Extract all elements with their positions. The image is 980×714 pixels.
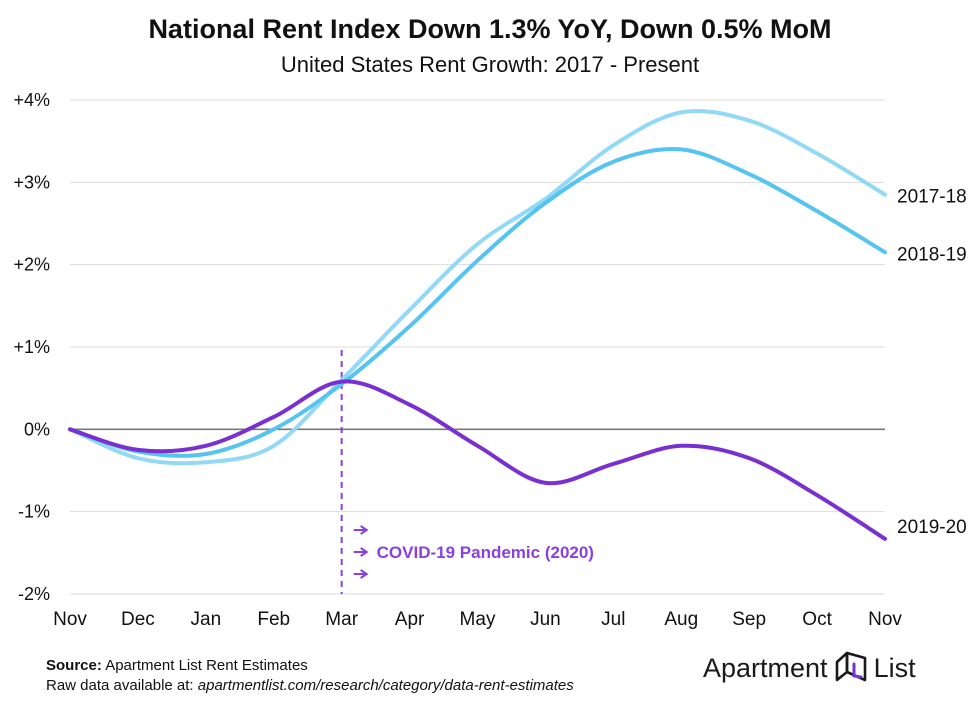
covid-annotation-label: COVID-19 Pandemic (2020) (377, 543, 594, 562)
series-label-2018-19: 2018-19 (897, 244, 967, 265)
y-tick-label: -1% (18, 502, 50, 522)
y-axis: +4% +3% +2% +1% 0% -1% -2% (13, 90, 50, 604)
chart-title: National Rent Index Down 1.3% YoY, Down … (148, 14, 832, 44)
y-tick-label: -2% (18, 584, 50, 604)
covid-annotation: COVID-19 Pandemic (2020) (340, 350, 594, 594)
source-text: Apartment List Rent Estimates (105, 657, 308, 674)
y-tick-label: +3% (13, 172, 50, 192)
x-tick-label: Jan (191, 609, 222, 630)
x-tick-label: Mar (325, 609, 358, 630)
raw-data-link[interactable]: apartmentlist.com/research/category/data… (197, 677, 574, 694)
series-line-2019-20 (68, 379, 887, 541)
gridlines (70, 99, 885, 595)
y-tick-label: 0% (24, 419, 50, 439)
x-tick-label: Feb (257, 609, 290, 630)
x-tick-label: Apr (395, 609, 425, 630)
x-tick-label: Dec (121, 609, 155, 630)
source-line: Source: Apartment List Rent Estimates (46, 656, 574, 676)
x-tick-label: May (460, 609, 496, 630)
x-tick-label: Aug (664, 609, 698, 630)
y-tick-label: +1% (13, 337, 50, 357)
apartment-list-logo-icon (835, 651, 866, 682)
x-tick-label: Nov (53, 609, 87, 630)
x-tick-label: Nov (868, 609, 902, 630)
series-label-2017-18: 2017-18 (897, 187, 967, 208)
annotation-arrow-icon (353, 547, 369, 557)
logo-word-list: List (873, 652, 916, 683)
y-tick-label: +4% (13, 90, 50, 110)
series-label-2019-20: 2019-20 (897, 517, 967, 538)
chart-subtitle: United States Rent Growth: 2017 - Presen… (280, 52, 700, 77)
line-chart: +4% +3% +2% +1% 0% -1% -2% Nov Dec Jan Feb Mar Apr M… (13, 90, 967, 630)
source-label: Source: (46, 657, 102, 674)
logo-word-apartment: Apartment (703, 652, 828, 683)
x-tick-label: Oct (802, 609, 832, 630)
x-tick-label: Jun (530, 609, 561, 630)
series-lines (68, 108, 887, 541)
annotation-arrow-icon (353, 525, 369, 535)
series-line-2017-18 (68, 108, 887, 466)
y-tick-label: +2% (13, 255, 50, 275)
raw-data-label: Raw data available at: (46, 677, 194, 694)
series-labels: 2017-18 2018-19 2019-20 (897, 187, 967, 538)
series-line-2018-19 (68, 146, 887, 458)
annotation-arrow-icon (353, 569, 369, 579)
apartment-list-logo: Apartment List (703, 648, 916, 688)
x-tick-label: Jul (601, 609, 625, 630)
x-axis: Nov Dec Jan Feb Mar Apr May Jun Jul Aug Sep Oct Nov (53, 609, 902, 630)
footer: Source: Apartment List Rent Estimates Ra… (46, 656, 574, 696)
raw-data-line: Raw data available at: apartmentlist.com… (46, 676, 574, 696)
x-tick-label: Sep (732, 609, 766, 630)
